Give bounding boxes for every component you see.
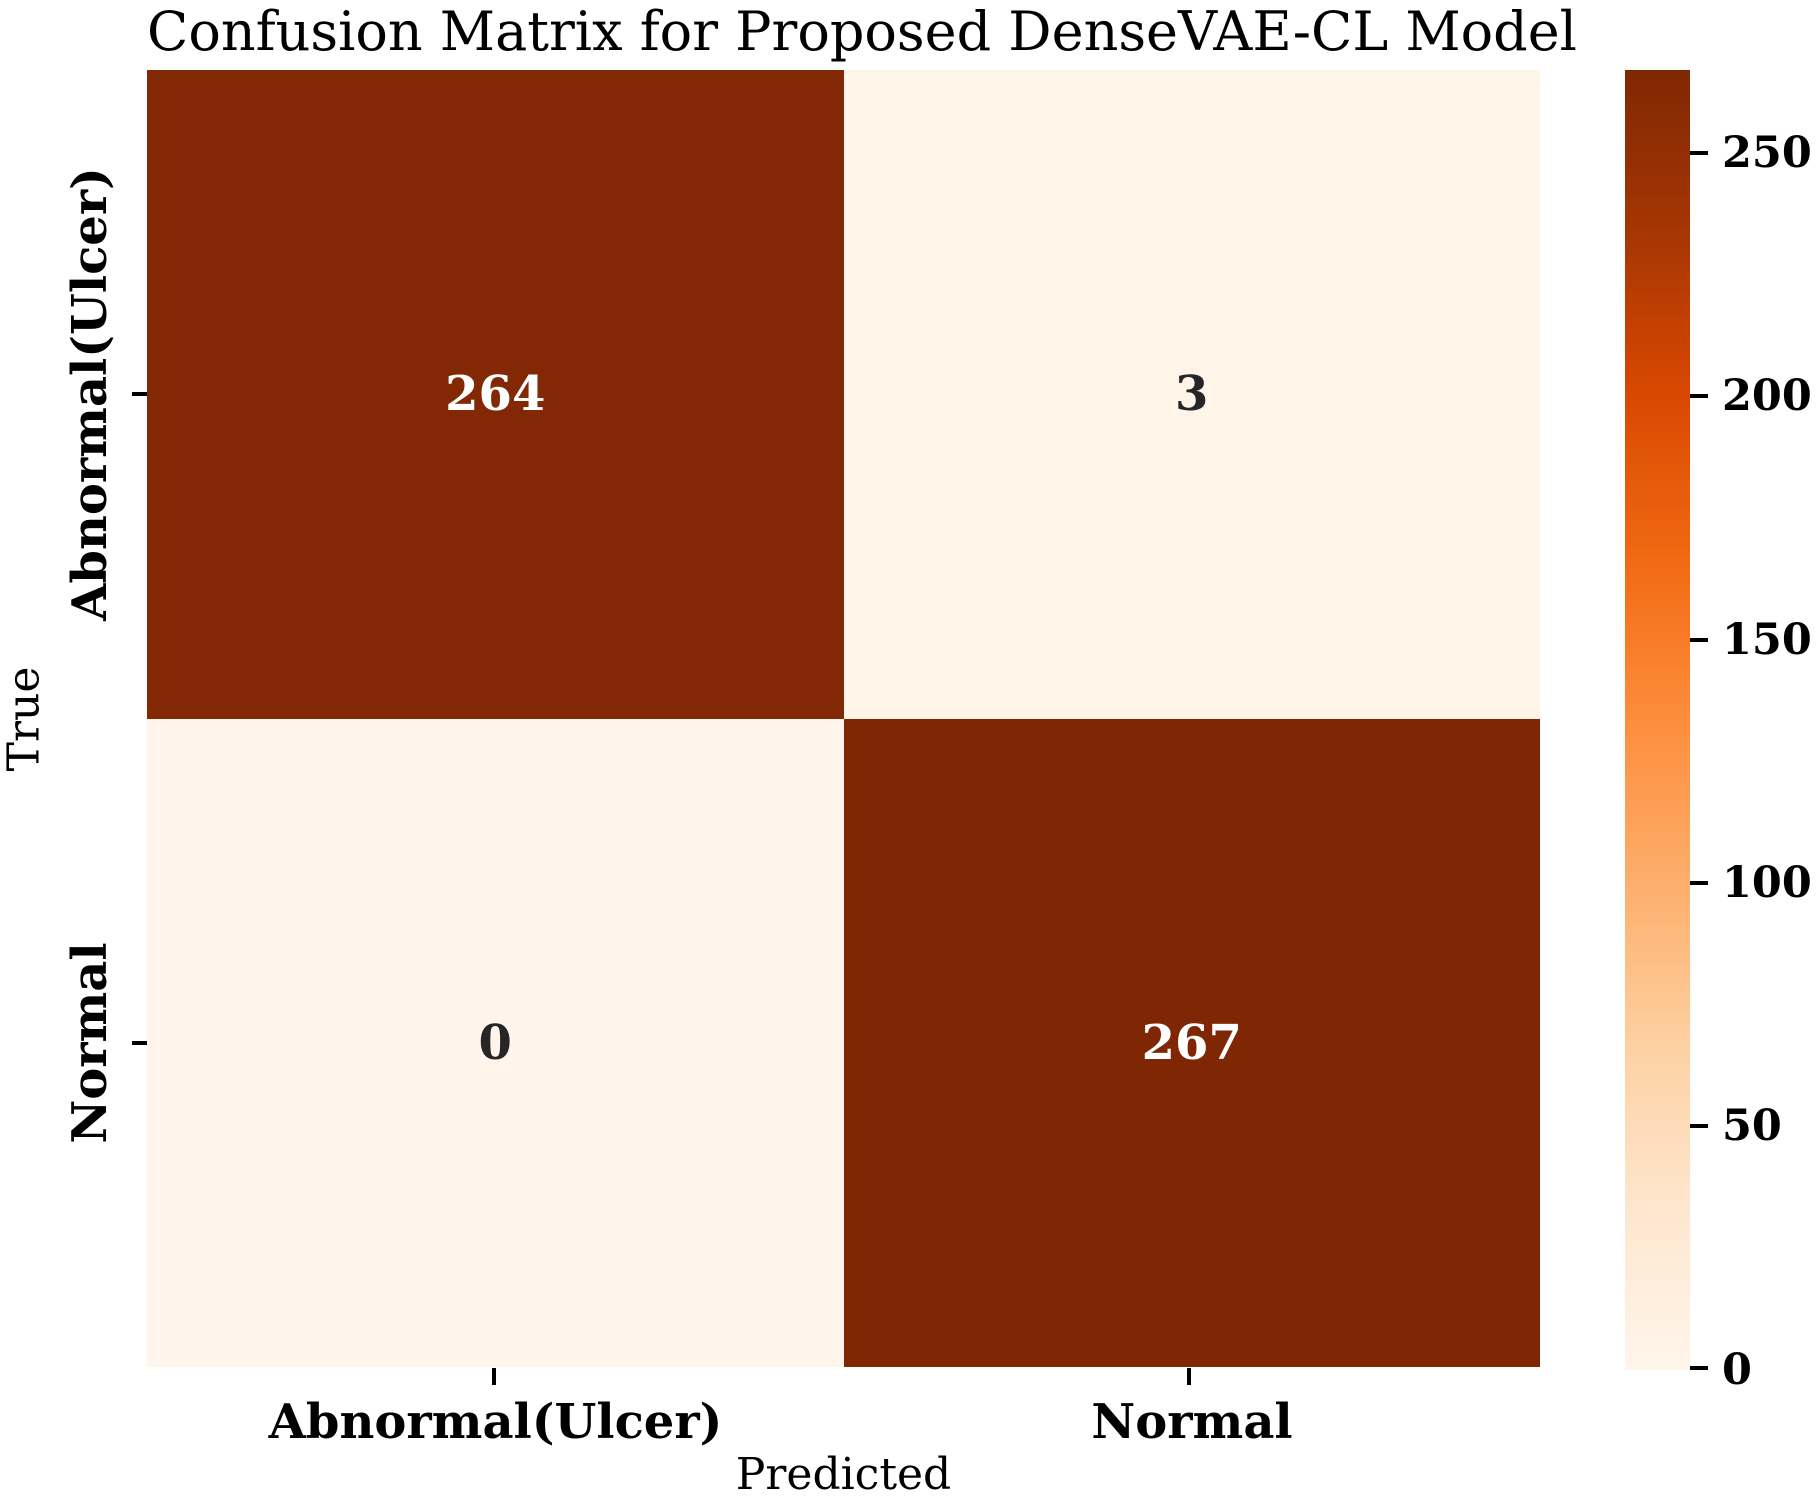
cell-value: 267	[1141, 1014, 1242, 1071]
y-axis-label: True	[0, 666, 50, 772]
y-tick-label-normal: Normal	[62, 942, 118, 1144]
colorbar-tick-label: 200	[1722, 371, 1812, 421]
cell-value: 3	[1175, 366, 1209, 423]
colorbar-tick-label: 50	[1722, 1101, 1782, 1151]
heatmap-grid: 264 3 0 267	[147, 70, 1540, 1367]
x-tick-label-normal: Normal	[1091, 1394, 1293, 1450]
heatmap-cell-true-abnormal-pred-abnormal: 264	[147, 70, 844, 719]
x-tick-label-abnormal: Abnormal(Ulcer)	[268, 1394, 723, 1450]
colorbar-tick-mark	[1690, 638, 1708, 642]
cell-value: 264	[445, 366, 546, 423]
colorbar-tick-mark	[1690, 151, 1708, 155]
colorbar-tick-label: 100	[1722, 858, 1812, 908]
colorbar-tick-label: 0	[1722, 1345, 1752, 1395]
colorbar-gradient	[1625, 70, 1690, 1370]
colorbar-tick-mark	[1690, 394, 1708, 398]
chart-title: Confusion Matrix for Proposed DenseVAE-C…	[147, 0, 1577, 63]
x-tick-mark	[492, 1368, 496, 1385]
y-tick-mark	[132, 1041, 147, 1045]
colorbar-tick-mark	[1690, 1124, 1708, 1128]
y-tick-mark	[132, 392, 147, 396]
x-axis-label: Predicted	[735, 1449, 952, 1500]
y-tick-label-abnormal: Abnormal(Ulcer)	[62, 167, 118, 621]
x-tick-mark	[1187, 1368, 1191, 1385]
colorbar-tick-label: 250	[1722, 128, 1812, 178]
colorbar-tick-mark	[1690, 881, 1708, 885]
colorbar-tick-mark	[1690, 1366, 1708, 1370]
colorbar-tick-label: 150	[1722, 615, 1812, 665]
heatmap-cell-true-abnormal-pred-normal: 3	[843, 70, 1540, 719]
heatmap-cell-true-normal-pred-abnormal: 0	[147, 718, 844, 1367]
cell-value: 0	[478, 1014, 512, 1071]
heatmap-cell-true-normal-pred-normal: 267	[843, 718, 1540, 1367]
